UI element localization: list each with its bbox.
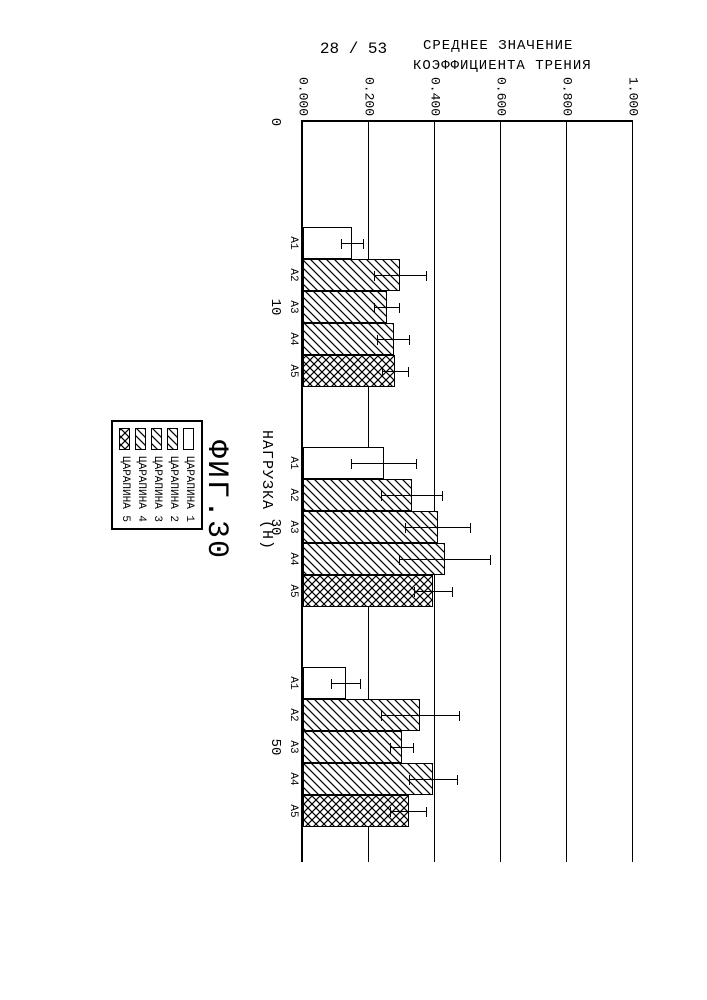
error-bar xyxy=(374,307,400,308)
error-bar xyxy=(351,463,417,464)
y-tick-label: 0.000 xyxy=(296,77,311,116)
error-bar xyxy=(405,527,471,528)
legend-swatch xyxy=(136,428,147,450)
gridline xyxy=(566,122,567,862)
bar-label: A5 xyxy=(287,804,299,817)
bar-label: A1 xyxy=(287,236,299,249)
bar-label: A3 xyxy=(287,300,299,313)
legend-item: ЦАРАПИНА 5 xyxy=(117,428,133,522)
error-bar xyxy=(399,559,491,560)
bar-label: A2 xyxy=(287,708,299,721)
error-bar xyxy=(381,715,460,716)
bar-label: A4 xyxy=(287,772,299,785)
error-bar xyxy=(374,275,427,276)
bar-label: A2 xyxy=(287,268,299,281)
legend-label: ЦАРАПИНА 5 xyxy=(117,456,133,522)
error-bar xyxy=(331,683,361,684)
bar-label: A3 xyxy=(287,740,299,753)
y-tick-label: 0.800 xyxy=(560,77,575,116)
gridline xyxy=(434,122,435,862)
y-tick-label: 0.400 xyxy=(428,77,443,116)
bar-label: A5 xyxy=(287,364,299,377)
error-bar xyxy=(381,495,444,496)
legend-label: ЦАРАПИНА 2 xyxy=(165,456,181,522)
error-bar xyxy=(341,243,364,244)
bar-A3 xyxy=(303,731,402,763)
legend-label: ЦАРАПИНА 4 xyxy=(133,456,149,522)
legend-label: ЦАРАПИНА 3 xyxy=(149,456,165,522)
error-bar xyxy=(390,811,426,812)
y-axis-title-line2: КОЭФФИЦИЕНТА ТРЕНИЯ xyxy=(413,58,592,74)
bar-label: A5 xyxy=(287,584,299,597)
legend-swatch xyxy=(120,428,131,450)
gridline xyxy=(632,122,633,862)
bar-label: A1 xyxy=(287,456,299,469)
error-bar xyxy=(409,779,459,780)
bar-label: A3 xyxy=(287,520,299,533)
legend-item: ЦАРАПИНА 4 xyxy=(133,428,149,522)
y-axis-title-line1: СРЕДНЕЕ ЗНАЧЕНИЕ xyxy=(423,38,573,54)
bar-label: A2 xyxy=(287,488,299,501)
error-bar xyxy=(390,747,413,748)
legend-swatch xyxy=(184,428,195,450)
figure-caption: ФИГ.30 xyxy=(199,50,233,950)
gridline xyxy=(500,122,501,862)
bar-label: A4 xyxy=(287,552,299,565)
legend-item: ЦАРАПИНА 2 xyxy=(165,428,181,522)
y-tick-label: 0.600 xyxy=(494,77,509,116)
page: 28 / 53 СРЕДНЕЕ ЗНАЧЕНИЕ КОЭФФИЦИЕНТА ТР… xyxy=(0,0,707,1000)
chart-plot-area: 0.0000.2000.4000.6000.8001.0000A1A2A3A4A… xyxy=(301,120,633,862)
legend-label: ЦАРАПИНА 1 xyxy=(181,456,197,522)
y-tick-label: 0.200 xyxy=(362,77,377,116)
error-bar xyxy=(414,591,454,592)
figure-box: СРЕДНЕЕ ЗНАЧЕНИЕ КОЭФФИЦИЕНТА ТРЕНИЯ 0.0… xyxy=(33,50,673,950)
x-axis-title: НАГРУЗКА (Н) xyxy=(258,120,275,860)
legend: ЦАРАПИНА 1ЦАРАПИНА 2ЦАРАПИНА 3ЦАРАПИНА 4… xyxy=(111,420,203,530)
error-bar xyxy=(382,371,408,372)
error-bar xyxy=(377,339,410,340)
rotated-figure-wrapper: СРЕДНЕЕ ЗНАЧЕНИЕ КОЭФФИЦИЕНТА ТРЕНИЯ 0.0… xyxy=(33,50,673,950)
legend-swatch xyxy=(152,428,163,450)
bar-label: A4 xyxy=(287,332,299,345)
bar-label: A1 xyxy=(287,676,299,689)
legend-item: ЦАРАПИНА 1 xyxy=(181,428,197,522)
legend-swatch xyxy=(168,428,179,450)
legend-item: ЦАРАПИНА 3 xyxy=(149,428,165,522)
y-tick-label: 1.000 xyxy=(626,77,641,116)
